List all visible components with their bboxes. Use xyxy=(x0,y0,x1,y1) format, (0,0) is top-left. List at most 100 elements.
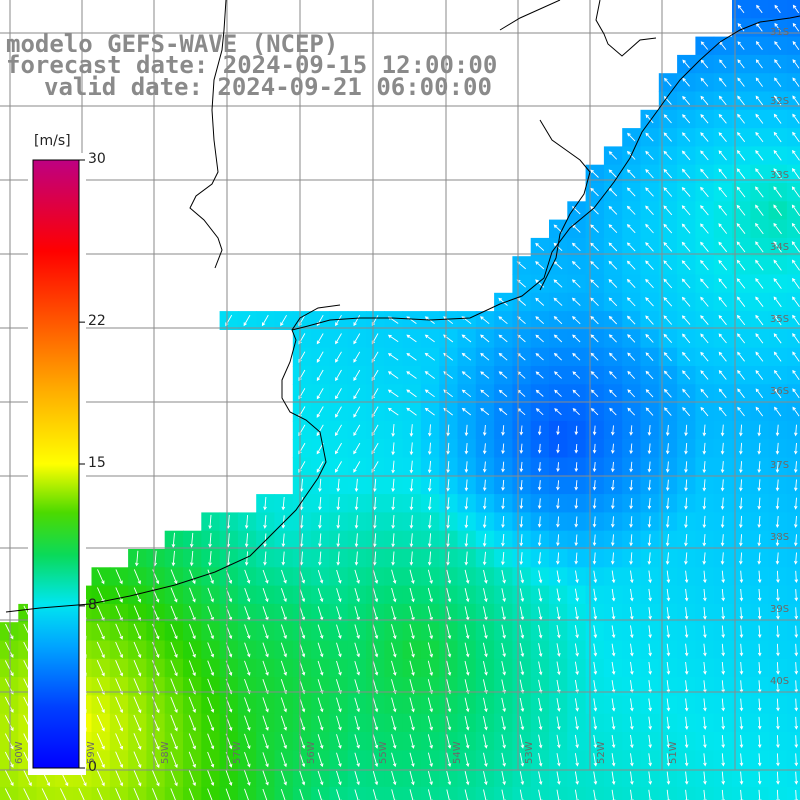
speed-cell xyxy=(475,786,495,800)
wind-arrow xyxy=(299,569,306,584)
wind-arrow xyxy=(736,296,746,307)
wind-arrow xyxy=(553,334,563,343)
wind-arrow xyxy=(626,260,636,270)
wind-arrow xyxy=(720,534,725,547)
wind-arrow xyxy=(630,753,634,767)
wind-arrow xyxy=(666,588,671,602)
wind-arrow xyxy=(317,789,324,800)
wind-arrow xyxy=(775,552,780,565)
wind-arrow xyxy=(737,41,745,50)
wind-arrow xyxy=(538,753,543,767)
wind-arrow xyxy=(387,334,399,343)
wind-arrow xyxy=(316,388,324,400)
wind-arrow xyxy=(464,569,470,584)
wind-arrow xyxy=(776,698,780,712)
wind-arrow xyxy=(115,696,124,714)
wind-arrow xyxy=(773,333,782,344)
wind-arrow xyxy=(571,224,581,233)
wind-arrow xyxy=(556,716,561,731)
wind-arrow xyxy=(794,625,799,639)
wind-arrow xyxy=(299,770,306,786)
wind-arrow xyxy=(648,570,652,584)
wind-arrow xyxy=(115,641,123,659)
wind-arrow xyxy=(684,588,689,602)
wind-arrow xyxy=(571,260,581,270)
wind-arrow xyxy=(170,788,176,800)
wind-arrow xyxy=(170,660,178,677)
speed-cell xyxy=(128,786,147,800)
wind-arrow xyxy=(537,425,542,436)
wind-arrow xyxy=(280,733,287,750)
wind-arrow xyxy=(630,716,634,730)
wind-arrow xyxy=(556,734,561,749)
wind-arrow xyxy=(391,551,395,566)
wind-arrow xyxy=(189,532,194,548)
wind-arrow xyxy=(702,424,707,437)
wind-arrow xyxy=(590,334,599,343)
wind-arrow xyxy=(718,186,728,198)
wind-arrow xyxy=(773,259,782,271)
wind-arrow xyxy=(280,314,287,327)
wind-arrow xyxy=(538,771,543,786)
wind-arrow xyxy=(316,369,324,382)
wind-arrow xyxy=(736,278,746,289)
wind-arrow xyxy=(736,150,746,161)
wind-arrow xyxy=(537,498,542,510)
wind-arrow xyxy=(703,753,707,767)
wind-arrow xyxy=(519,716,525,731)
wind-arrow xyxy=(684,497,688,510)
speed-cell xyxy=(201,786,221,800)
wind-arrow xyxy=(630,570,634,584)
speed-cell xyxy=(219,786,239,800)
speed-cell xyxy=(0,786,19,800)
wind-arrow xyxy=(590,279,599,288)
wind-arrow xyxy=(645,168,654,179)
wind-arrow xyxy=(757,625,762,639)
wind-arrow xyxy=(372,515,377,529)
wind-arrow xyxy=(755,113,764,124)
speed-cell xyxy=(786,256,800,276)
speed-cell xyxy=(786,201,800,221)
wind-arrow xyxy=(538,698,543,712)
wind-arrow xyxy=(535,279,545,288)
wind-arrow xyxy=(593,734,598,749)
wind-arrow xyxy=(96,641,105,659)
wind-arrow xyxy=(666,771,671,785)
wind-arrow xyxy=(703,643,707,657)
wind-arrow xyxy=(336,569,342,584)
wind-arrow xyxy=(409,734,415,749)
wind-arrow xyxy=(755,59,763,69)
wind-arrow xyxy=(684,424,688,437)
wind-arrow xyxy=(406,389,417,398)
wind-arrow xyxy=(593,607,598,620)
speed-cell xyxy=(786,585,800,605)
wind-arrow xyxy=(794,735,799,749)
wind-arrow xyxy=(574,462,579,473)
wind-arrow xyxy=(556,606,561,621)
wind-arrow xyxy=(572,334,581,343)
speed-cell xyxy=(786,695,800,715)
wind-arrow xyxy=(684,753,689,767)
wind-arrow xyxy=(791,259,800,271)
wind-arrow xyxy=(611,661,616,675)
wind-arrow xyxy=(446,715,452,731)
wind-arrow xyxy=(133,788,140,800)
wind-arrow xyxy=(391,642,397,658)
wind-arrow xyxy=(556,661,561,676)
wind-arrow xyxy=(611,588,616,602)
wind-arrow xyxy=(629,498,633,510)
wind-arrow xyxy=(702,552,707,565)
wind-arrow xyxy=(354,533,359,548)
latitude-label: 35S xyxy=(770,314,790,325)
wind-arrow xyxy=(574,498,579,510)
wind-arrow xyxy=(684,461,688,473)
wind-arrow xyxy=(590,297,599,307)
wind-arrow xyxy=(718,241,728,253)
wind-arrow xyxy=(736,186,746,198)
wind-arrow xyxy=(464,734,470,749)
wind-arrow xyxy=(755,222,764,235)
wind-arrow xyxy=(96,623,105,640)
wind-arrow xyxy=(755,259,764,271)
wind-arrow xyxy=(316,424,324,437)
